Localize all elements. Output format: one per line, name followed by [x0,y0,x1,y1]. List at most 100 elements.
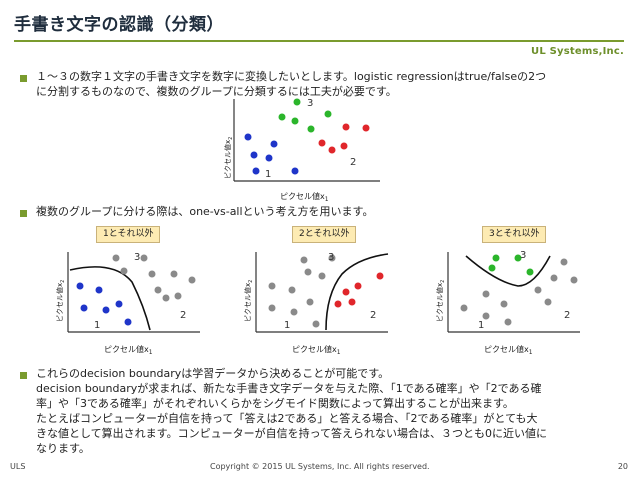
bullet-3-line: decision boundaryが求まれば、新たな手書き文字データを与えた際、… [36,382,542,395]
point-class-1 [76,282,84,290]
point-class-2 [334,300,342,308]
point-class-3 [488,264,496,272]
point-class-2 [340,142,348,150]
x-axis-label: ピクセル値x1 [280,191,329,203]
point-other [482,312,490,320]
point-class-1 [80,304,88,312]
class-label-3: 3 [328,252,334,263]
y-axis-label: ピクセル値x2 [223,137,234,179]
class-label-2: 2 [564,310,570,321]
point-other [170,270,178,278]
class-label-3: 3 [307,98,313,109]
point-class-2 [318,139,326,147]
bullet-1-line: １～３の数字１文字の手書き文字を数字に変換したいとします。logistic re… [36,70,547,83]
decision-boundary [465,255,551,287]
point-class-2 [328,146,336,154]
point-class-3 [526,268,534,276]
point-other [318,272,326,280]
point-other [544,298,552,306]
point-other [304,268,312,276]
point-other [268,304,276,312]
scatter-plot-main: ピクセル値x2 ピクセル値x1 3 2 1 [223,98,380,203]
bullet-3-line: 率」や「3である確率」がそれぞれいくらかをシグモイド関数によって算出することが出… [36,397,514,410]
point-other [140,254,148,262]
class-label-1: 1 [478,320,484,331]
point-class-1 [102,306,110,314]
decision-boundary [69,266,151,331]
scatter-plot-2-vs-all: ピクセル値x2 ピクセル値x1 3 2 1 [243,252,389,356]
bullet-1-line: に分割するものなので、複数のグループに分類するには工夫が必要です。 [36,85,397,98]
point-other [268,282,276,290]
tag-one-vs-all-1: 1とそれ以外 [96,226,161,243]
bullet-2-line: 複数のグループに分ける際は、one-vs-allという考え方を用います。 [36,205,374,218]
point-other [560,258,568,266]
page-number: 20 [617,462,628,471]
bullet-marker [20,75,27,82]
scatter-plot-1-vs-all: ピクセル値x2 ピクセル値x1 3 2 1 [55,252,200,356]
point-other [120,267,128,275]
x-axis-label: ピクセル値x1 [292,344,341,356]
y-axis-label: ピクセル値x2 [55,280,66,322]
class-label-2: 2 [180,310,186,321]
bullet-marker [20,372,27,379]
class-label-3: 3 [520,250,526,261]
point-other [162,294,170,302]
class-label-2: 2 [350,157,356,168]
point-class-2 [376,272,384,280]
point-class-1 [244,133,252,141]
point-other [112,254,120,262]
bullet-3-line: なります。 [36,442,90,455]
point-other [188,276,196,284]
point-class-3 [278,113,286,121]
point-class-1 [115,300,123,308]
title-rule [14,40,624,42]
point-class-3 [492,254,500,262]
point-class-1 [291,167,299,175]
point-other [482,290,490,298]
slide-title: 手書き文字の認識（分類） [14,15,224,35]
point-other [154,286,162,294]
point-other [550,274,558,282]
bullet-marker [20,210,27,217]
point-other [306,298,314,306]
point-class-1 [124,318,132,326]
point-other [570,276,578,284]
point-other [288,286,296,294]
class-label-1: 1 [94,320,100,331]
bullet-text-3: これらのdecision boundaryは学習データから決めることが可能です。… [36,366,547,456]
y-axis-label: ピクセル値x2 [243,280,254,322]
class-label-2: 2 [370,310,376,321]
point-class-3 [324,110,332,118]
bullet-3-line: たとえばコンピューターが自信を持って「答えは2である」と答える場合、「2である確… [36,412,538,425]
point-class-3 [291,117,299,125]
company-logo: UL Systems,Inc. [531,46,624,57]
tag-one-vs-all-2: 2とそれ以外 [292,226,357,243]
point-class-2 [342,123,350,131]
point-class-1 [252,167,260,175]
point-other [174,292,182,300]
point-class-1 [250,151,258,159]
point-other [500,300,508,308]
point-class-2 [354,282,362,290]
point-class-2 [348,298,356,306]
point-class-1 [95,286,103,294]
x-axis-label: ピクセル値x1 [484,344,533,356]
point-other [300,256,308,264]
point-other [328,254,336,262]
point-other [460,304,468,312]
class-label-3: 3 [134,252,140,263]
point-class-2 [342,288,350,296]
footer-copyright: Copyright © 2015 UL Systems, Inc. All ri… [210,462,430,471]
point-class-2 [362,124,370,132]
point-other [312,320,320,328]
y-axis-label: ピクセル値x2 [435,280,446,322]
point-class-1 [265,154,273,162]
point-other [148,270,156,278]
tag-one-vs-all-3: 3とそれ以外 [482,226,547,243]
scatter-plot-3-vs-all: ピクセル値x2 ピクセル値x1 3 2 1 [435,250,580,356]
point-class-3 [514,254,522,262]
point-other [534,286,542,294]
point-other [504,318,512,326]
bullet-text-1: １～３の数字１文字の手書き文字を数字に変換したいとします。logistic re… [36,69,546,99]
point-other [290,308,298,316]
